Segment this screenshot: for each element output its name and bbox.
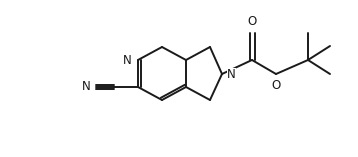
Text: O: O [271, 79, 281, 92]
Text: O: O [247, 15, 257, 28]
Text: N: N [82, 81, 91, 94]
Text: N: N [227, 68, 236, 81]
Text: N: N [123, 54, 132, 67]
